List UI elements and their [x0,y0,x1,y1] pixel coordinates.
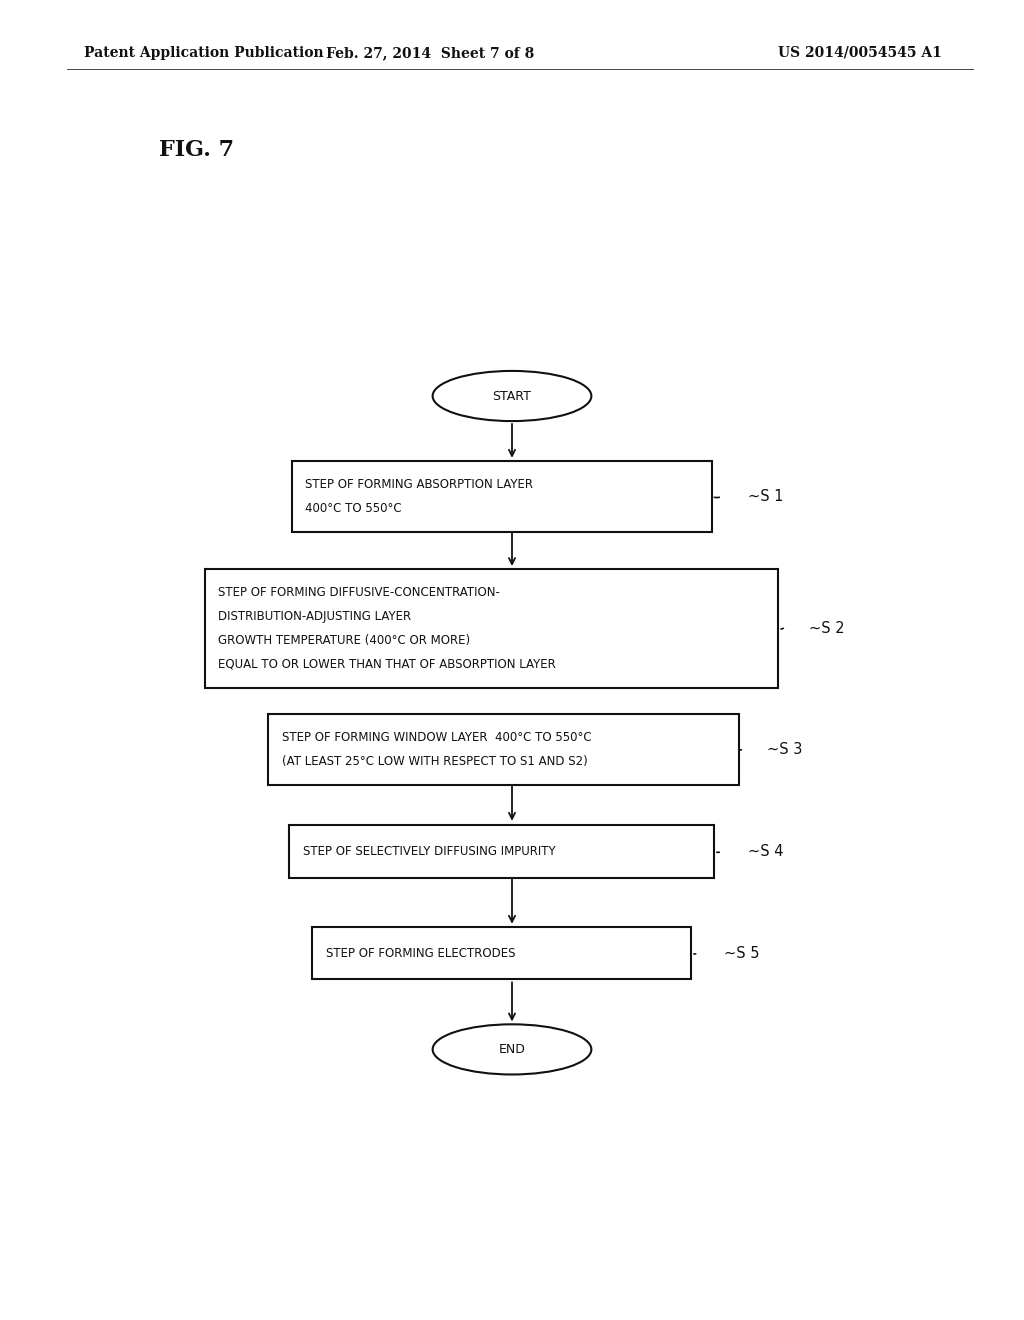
Text: ~S 4: ~S 4 [748,843,783,859]
Text: ~S 5: ~S 5 [724,945,760,961]
Text: ~S 2: ~S 2 [809,620,845,636]
Text: STEP OF FORMING WINDOW LAYER  400°C TO 550°C: STEP OF FORMING WINDOW LAYER 400°C TO 55… [282,731,591,744]
Text: US 2014/0054545 A1: US 2014/0054545 A1 [778,46,942,59]
Text: 400°C TO 550°C: 400°C TO 550°C [305,502,401,515]
Text: DISTRIBUTION-ADJUSTING LAYER: DISTRIBUTION-ADJUSTING LAYER [218,610,412,623]
Text: END: END [499,1043,525,1056]
Text: Patent Application Publication: Patent Application Publication [84,46,324,59]
FancyBboxPatch shape [205,569,778,688]
FancyBboxPatch shape [268,714,739,785]
FancyBboxPatch shape [312,927,691,979]
Ellipse shape [432,371,592,421]
Text: FIG. 7: FIG. 7 [159,139,233,161]
Text: ~S 1: ~S 1 [748,488,783,504]
Text: STEP OF FORMING ABSORPTION LAYER: STEP OF FORMING ABSORPTION LAYER [305,478,534,491]
Text: STEP OF FORMING ELECTRODES: STEP OF FORMING ELECTRODES [326,946,515,960]
Ellipse shape [432,1024,592,1074]
FancyBboxPatch shape [289,825,715,878]
Text: EQUAL TO OR LOWER THAN THAT OF ABSORPTION LAYER: EQUAL TO OR LOWER THAN THAT OF ABSORPTIO… [218,657,556,671]
FancyBboxPatch shape [292,461,712,532]
Text: (AT LEAST 25°C LOW WITH RESPECT TO S1 AND S2): (AT LEAST 25°C LOW WITH RESPECT TO S1 AN… [282,755,588,768]
Text: STEP OF FORMING DIFFUSIVE-CONCENTRATION-: STEP OF FORMING DIFFUSIVE-CONCENTRATION- [218,586,500,599]
Text: STEP OF SELECTIVELY DIFFUSING IMPURITY: STEP OF SELECTIVELY DIFFUSING IMPURITY [303,845,555,858]
Text: ~S 3: ~S 3 [767,742,803,758]
Text: START: START [493,389,531,403]
Text: Feb. 27, 2014  Sheet 7 of 8: Feb. 27, 2014 Sheet 7 of 8 [326,46,535,59]
Text: GROWTH TEMPERATURE (400°C OR MORE): GROWTH TEMPERATURE (400°C OR MORE) [218,634,470,647]
